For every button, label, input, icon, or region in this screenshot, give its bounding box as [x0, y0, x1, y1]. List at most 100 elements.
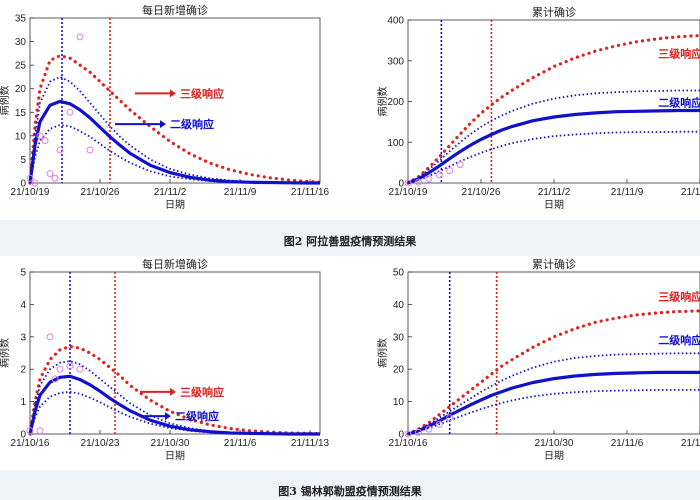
x-axis-label: 日期	[544, 199, 564, 211]
observed-data-point	[31, 179, 39, 187]
plot-area	[29, 271, 321, 435]
figure-2-caption: 图2 阿拉善盟疫情预测结果	[283, 235, 417, 248]
observed-data-point	[66, 362, 74, 370]
series-line-blue-dotted	[29, 390, 320, 435]
y-tick-label: 0	[20, 430, 26, 441]
x-axis-label: 日期	[165, 450, 185, 462]
observed-data-point	[76, 33, 84, 41]
chart-title: 每日新增确诊	[142, 257, 208, 271]
y-tick-label: 30	[393, 332, 405, 343]
x-tick-label: 21/10/23	[81, 438, 120, 449]
x-tick-label: 21/11/2	[154, 187, 187, 198]
plot-area	[29, 17, 321, 184]
y-tick-label: 0	[20, 179, 26, 190]
plot-area	[407, 271, 700, 435]
y-tick-label: 30	[15, 37, 27, 48]
y-tick-label: 300	[387, 56, 404, 67]
chart-fig2-daily: 每日新增确诊 0 5 10 15 20 25 30 35 21/10/19 21/10/26 21/1…	[0, 3, 330, 211]
y-axis-label: 病例数	[0, 338, 11, 368]
observed-data-point	[86, 146, 94, 154]
observed-data-point	[46, 333, 54, 341]
series-line-blue-dotted	[29, 124, 320, 184]
observed-data-point	[435, 171, 443, 179]
series-line-red-dotted	[28, 344, 322, 436]
chart-title: 每日新增确诊	[142, 3, 208, 17]
y-axis-label: 病例数	[376, 338, 389, 368]
x-tick-label: 21/10/16	[11, 438, 50, 449]
figure-3-caption: 图3 锡林郭勒盟疫情预测结果	[278, 485, 422, 498]
y-tick-label: 4	[20, 300, 26, 311]
y-axis-label: 病例数	[0, 86, 11, 116]
series-line-blue-solid	[407, 108, 700, 185]
observed-data-point	[26, 174, 34, 182]
x-tick-label: 21/10/19	[389, 187, 428, 198]
x-tick-label: 21/10/26	[81, 187, 120, 198]
series-line-blue-solid	[407, 370, 700, 436]
annotation-label: 二级响应	[170, 117, 214, 131]
series-line-blue-dotted	[407, 352, 700, 435]
series-line-blue-solid	[28, 99, 320, 185]
annotation-label: 二级响应	[175, 409, 219, 423]
chart-fig3-cumulative: 累计确诊 0 10 20 30 40 50 21/10/16 21/10/30 21/11/6 21…	[376, 257, 700, 462]
observed-data-point	[76, 365, 84, 373]
x-tick-label: 21/11/6	[611, 438, 644, 449]
y-tick-label: 15	[15, 108, 27, 119]
x-tick-label: 21/10/30	[535, 438, 574, 449]
annotation-arrowhead	[160, 120, 166, 129]
caption-band-fig2	[0, 220, 700, 256]
annotation-label: 二级响应	[658, 333, 700, 347]
x-tick-label: 21/11/13	[681, 438, 700, 449]
x-tick-label: 21/11/9	[611, 187, 644, 198]
y-tick-label: 40	[393, 300, 405, 311]
y-tick-label: 50	[393, 268, 405, 279]
observed-data-point	[446, 167, 454, 175]
y-tick-label: 400	[387, 16, 404, 27]
y-tick-label: 25	[15, 61, 27, 72]
x-tick-label: 21/11/16	[291, 187, 330, 198]
y-tick-label: 5	[20, 155, 26, 166]
y-tick-label: 2	[20, 365, 26, 376]
annotation-label: 二级响应	[658, 95, 700, 109]
x-tick-label: 21/10/16	[389, 438, 428, 449]
observed-data-point	[51, 174, 59, 182]
x-axis-label: 日期	[165, 199, 185, 211]
y-tick-label: 35	[15, 14, 27, 25]
observed-data-point	[425, 175, 433, 183]
series-line-blue-dotted	[407, 388, 700, 435]
x-tick-label: 21/10/26	[462, 187, 501, 198]
x-tick-label: 21/10/19	[11, 187, 50, 198]
y-tick-label: 10	[15, 131, 27, 142]
x-tick-label: 21/10/30	[151, 438, 190, 449]
x-tick-label: 21/11/2	[538, 187, 571, 198]
y-tick-label: 200	[387, 97, 404, 108]
observed-data-point	[56, 146, 64, 154]
observed-data-point	[66, 108, 74, 116]
x-tick-label: 21/11/16	[681, 187, 700, 198]
observed-data-point	[446, 414, 454, 422]
observed-data-point	[456, 161, 464, 169]
annotation-label: 三级响应	[658, 46, 700, 60]
x-tick-label: 21/11/6	[224, 438, 257, 449]
y-tick-label: 0	[398, 179, 404, 190]
observed-data-point	[414, 428, 422, 436]
y-axis-label: 病例数	[376, 87, 389, 117]
observed-data-point	[36, 132, 44, 140]
observed-data-point	[46, 170, 54, 178]
observed-data-point	[36, 427, 44, 435]
y-tick-label: 1	[20, 397, 26, 408]
y-tick-label: 20	[15, 84, 27, 95]
y-tick-label: 0	[398, 430, 404, 441]
annotation-label: 三级响应	[180, 86, 224, 100]
observed-data-point	[51, 375, 59, 383]
series-line-red-dotted	[406, 33, 700, 185]
x-tick-label: 21/11/13	[291, 438, 330, 449]
observed-data-point	[404, 179, 412, 187]
observed-data-point	[56, 365, 64, 373]
annotation-arrowhead	[165, 412, 171, 421]
y-tick-label: 20	[393, 365, 405, 376]
annotation-label: 三级响应	[658, 289, 700, 303]
chart-title: 累计确诊	[532, 5, 576, 19]
observed-data-point	[41, 137, 49, 145]
chart-fig2-cumulative: 累计确诊 0 100 200 300 400 21/10/19 21/10/26 21/11/2…	[376, 5, 700, 211]
